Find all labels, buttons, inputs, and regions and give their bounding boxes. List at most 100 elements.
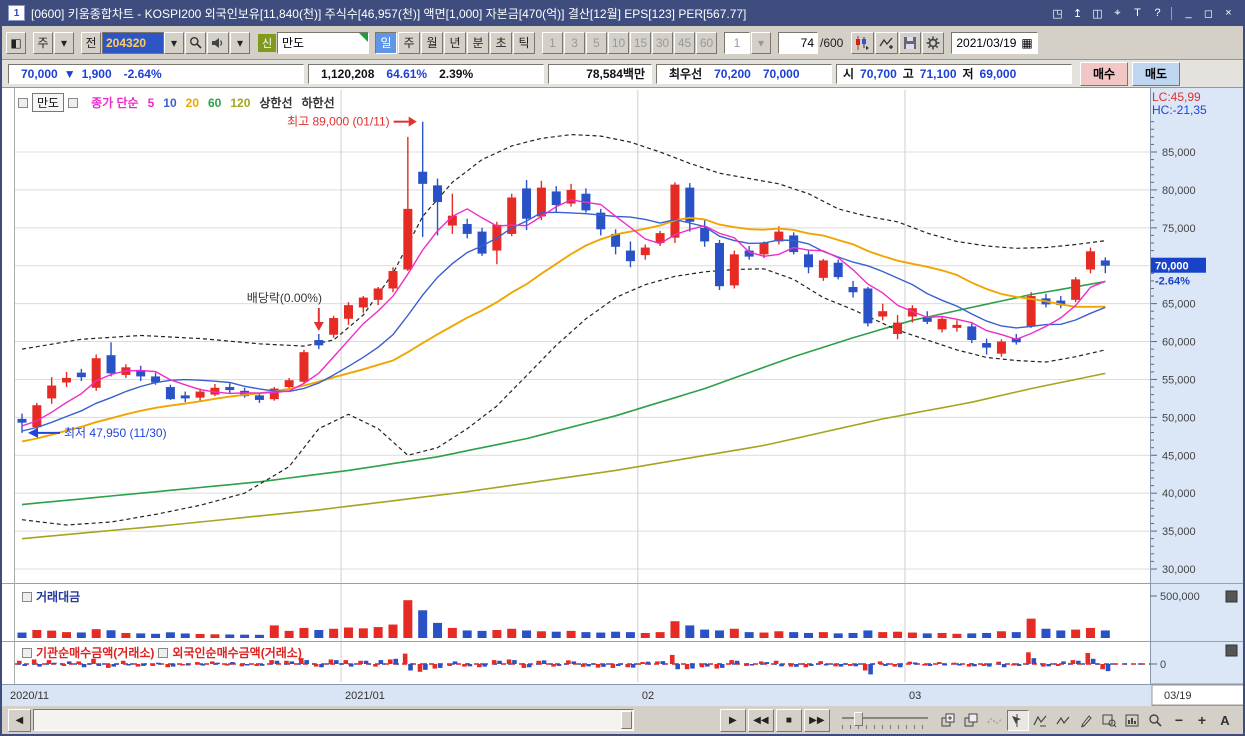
- speaker-icon[interactable]: [207, 31, 229, 54]
- high-label: 고: [902, 67, 914, 81]
- minute-button-1[interactable]: 1: [542, 31, 563, 54]
- bars-count-input[interactable]: 74: [778, 31, 818, 54]
- volume-panel-label: 거래대금: [18, 588, 80, 605]
- chart-area[interactable]: 만도 종가 단순 5 10 20 60 120 상한선 하한선 거래대금 기관순매수금액(거래…: [2, 88, 1245, 707]
- crosshair-icon[interactable]: [1006, 709, 1029, 731]
- zoom-out-icon[interactable]: −: [1174, 712, 1184, 728]
- chart-tool-icons: − + A: [938, 709, 1237, 731]
- series-name-box[interactable]: 만도: [32, 93, 65, 112]
- playback-button-2[interactable]: ■: [775, 708, 802, 732]
- wave-icon[interactable]: [984, 710, 1006, 731]
- legend-item: 120: [230, 96, 251, 110]
- gear-icon[interactable]: [922, 31, 945, 54]
- trend-icon[interactable]: [1030, 710, 1052, 731]
- pin-icon[interactable]: ⌖: [1114, 6, 1121, 19]
- zigzag-icon[interactable]: [1053, 710, 1075, 731]
- close-button[interactable]: ×: [1225, 7, 1232, 19]
- minute-button-10[interactable]: 10: [608, 31, 629, 54]
- interval-dropdown-icon[interactable]: ▾: [751, 31, 771, 54]
- open-label: 시: [843, 67, 855, 81]
- moving-averages: [21, 199, 1106, 443]
- candle-settings-icon[interactable]: [851, 31, 875, 54]
- volume-value: 1,120,208: [321, 66, 375, 81]
- best-label: 최우선: [669, 67, 703, 81]
- best-bid: 70,000: [762, 66, 800, 81]
- chart-scrollbar[interactable]: [32, 709, 634, 731]
- volume-toggle-icon[interactable]: [22, 591, 32, 602]
- period-tab-초[interactable]: 초: [490, 31, 512, 54]
- minute-button-3[interactable]: 3: [564, 31, 585, 54]
- chart-image-icon[interactable]: [1122, 710, 1144, 731]
- copy-window-icon[interactable]: ◫: [1092, 7, 1103, 20]
- menu-button[interactable]: ◧: [6, 31, 26, 54]
- save-icon[interactable]: [899, 31, 922, 54]
- quote-row: 70,000 ▼ 1,900 -2.64% 1,120,208 64.61% 2…: [2, 60, 1243, 88]
- x-axis-label: 2021/01: [345, 690, 385, 702]
- popup-icon[interactable]: ◳: [1052, 7, 1063, 20]
- asset-type-combo[interactable]: 주: [33, 31, 53, 54]
- sell-button[interactable]: 매도: [1132, 61, 1180, 86]
- low-annotation: 최저 47,950 (11/30): [64, 426, 167, 440]
- x-axis-label: 02: [642, 690, 654, 702]
- date-input[interactable]: 2021/03/19 ▦: [951, 31, 1038, 54]
- price-tick-label: 35,000: [1162, 526, 1196, 538]
- period-tab-분[interactable]: 분: [467, 31, 489, 54]
- help-icon[interactable]: ?: [1154, 7, 1161, 19]
- draw-icon[interactable]: [1076, 710, 1098, 731]
- date-value: 2021/03/19: [956, 35, 1017, 50]
- playback-button-0[interactable]: ▶: [719, 708, 746, 732]
- minute-button-5[interactable]: 5: [586, 31, 607, 54]
- new-listing-badge: 신: [258, 33, 276, 52]
- legend-item: 하한선: [301, 96, 335, 110]
- playback-button-3[interactable]: ▶▶: [803, 708, 830, 732]
- minimize-button[interactable]: _: [1185, 7, 1192, 19]
- zoom-in-icon[interactable]: +: [1197, 712, 1207, 728]
- best-quote-cell: 최우선 70,200 70,000: [656, 63, 832, 84]
- code-dropdown-icon[interactable]: ▾: [164, 31, 184, 54]
- stock-name-field[interactable]: 만도: [277, 31, 369, 54]
- search-icon[interactable]: [185, 31, 206, 54]
- speaker-dropdown-icon[interactable]: ▾: [230, 31, 250, 54]
- scroll-left-button[interactable]: ◀: [8, 708, 31, 732]
- period-tab-년[interactable]: 년: [444, 31, 466, 54]
- candlestick-chart-svg[interactable]: 30,000 35,000 40,000 45,000 50,000 55,000 60,0…: [2, 88, 1245, 707]
- minute-button-15[interactable]: 15: [630, 31, 651, 54]
- volume-label: 거래대금: [36, 590, 81, 604]
- period-tab-월[interactable]: 월: [421, 31, 443, 54]
- indicator-toggle-icon[interactable]: [68, 97, 79, 108]
- price-tick-label: 50,000: [1162, 412, 1196, 424]
- stock-code-input[interactable]: 204320: [102, 31, 164, 54]
- asset-type-dropdown-icon[interactable]: ▾: [54, 31, 74, 54]
- cascade-icon[interactable]: [961, 710, 983, 731]
- minute-button-60[interactable]: 60: [696, 31, 717, 54]
- speed-slider[interactable]: [841, 710, 928, 730]
- panel-toggle-icon[interactable]: [18, 97, 28, 108]
- period-tab-주[interactable]: 주: [398, 31, 420, 54]
- bottom-toolbar: ◀ ▶ ◀◀ ■ ▶▶ − + A: [2, 706, 1243, 734]
- font-icon[interactable]: A: [1220, 712, 1230, 728]
- netbuy-panel-button: [1225, 644, 1238, 657]
- period-tab-일[interactable]: 일: [375, 31, 397, 54]
- minute-button-45[interactable]: 45: [674, 31, 695, 54]
- restore-button[interactable]: ◻: [1203, 7, 1214, 20]
- buy-button[interactable]: 매수: [1080, 61, 1128, 86]
- search-all-icon[interactable]: [1099, 710, 1121, 731]
- legend-item: 60: [208, 96, 222, 110]
- line-chart-add-icon[interactable]: [875, 31, 899, 54]
- calendar-icon[interactable]: ▦: [1021, 35, 1033, 50]
- title-bar[interactable]: 1 [0600] 키움종합차트 - KOSPI200 외국인보유[11,840(…: [2, 0, 1243, 26]
- turnover-pct: 64.61%: [386, 66, 428, 81]
- netbuy-toggle-icon-1[interactable]: [22, 647, 32, 658]
- period-tab-틱[interactable]: 틱: [513, 31, 535, 54]
- slider-track: [841, 717, 928, 719]
- text-tool-icon[interactable]: T: [1134, 7, 1141, 19]
- playback-button-1[interactable]: ◀◀: [747, 708, 774, 732]
- align-top-icon[interactable]: ↥: [1072, 7, 1083, 20]
- prev-stock-button[interactable]: 전: [81, 31, 101, 54]
- netbuy-toggle-icon-2[interactable]: [158, 647, 169, 658]
- cascade-plus-icon[interactable]: [938, 710, 960, 731]
- slider-handle[interactable]: [853, 712, 863, 726]
- scrollbar-thumb[interactable]: [620, 711, 632, 729]
- magnifier-icon[interactable]: [1145, 710, 1167, 731]
- minute-button-30[interactable]: 30: [652, 31, 673, 54]
